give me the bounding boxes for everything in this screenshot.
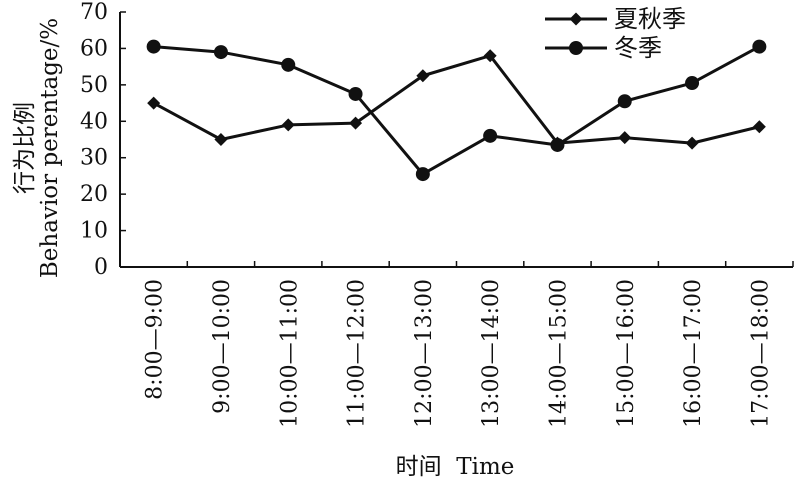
- data-point: [348, 86, 363, 101]
- y-tick-label: 50: [80, 73, 108, 98]
- x-tick-label: 14:00—15:00: [546, 279, 571, 428]
- x-tick-label: 10:00—11:00: [277, 279, 302, 428]
- legend-swatch-marker: [569, 12, 583, 26]
- x-axis-ticks: 8:00—9:00 9:00—10:00 10:00—11:00 11:00—12:0…: [143, 261, 794, 428]
- data-point: [483, 128, 498, 143]
- series-line: [152, 54, 760, 145]
- x-tick-label: 15:00—16:00: [614, 279, 639, 428]
- series-1: [147, 49, 766, 150]
- data-point: [213, 45, 228, 60]
- series-2: [146, 39, 767, 182]
- data-point: [752, 120, 766, 134]
- y-tick-label: 20: [80, 182, 108, 207]
- data-point: [483, 49, 497, 63]
- x-tick-label: 16:00—17:00: [681, 279, 706, 428]
- data-point: [617, 94, 632, 109]
- legend-item: 冬季: [545, 34, 662, 62]
- x-tick-label: 17:00—18:00: [748, 279, 773, 428]
- data-point: [214, 133, 228, 146]
- y-tick-label: 40: [80, 109, 108, 134]
- y-axis-title-en: Behavior perentage/%: [37, 18, 63, 278]
- legend-label: 冬季: [614, 34, 662, 62]
- x-tick-label: 8:00—9:00: [143, 279, 168, 400]
- legend-swatch-marker: [569, 41, 583, 55]
- y-tick-label: 10: [80, 219, 108, 244]
- x-axis-title: 时间 Time: [396, 454, 515, 480]
- x-tick-label: 13:00—14:00: [479, 279, 504, 428]
- y-axis-ticks: 0 10 20 30 40 50 60 70: [80, 0, 126, 280]
- y-axis-title-cn: 行为比例: [12, 102, 38, 194]
- y-tick-label: 30: [80, 146, 108, 171]
- y-tick-label: 0: [94, 255, 108, 280]
- y-tick-label: 60: [80, 36, 108, 61]
- data-point: [752, 39, 767, 54]
- data-point: [416, 69, 430, 83]
- x-tick-label: 9:00—10:00: [210, 279, 235, 414]
- data-point: [281, 118, 295, 132]
- data-point: [415, 167, 430, 182]
- data-point: [685, 136, 699, 150]
- x-tick-label: 11:00—12:00: [345, 279, 370, 428]
- legend-item: 夏秋季: [545, 5, 686, 33]
- data-point: [550, 137, 565, 152]
- series-line: [153, 45, 761, 176]
- data-point: [146, 39, 161, 54]
- legend-label: 夏秋季: [614, 5, 686, 33]
- data-point: [349, 116, 363, 130]
- y-tick-label: 70: [80, 0, 108, 25]
- data-point: [618, 131, 632, 145]
- data-point: [147, 96, 161, 110]
- x-tick-label: 12:00—13:00: [412, 279, 437, 428]
- series-layer: [146, 39, 767, 182]
- data-point: [685, 76, 700, 91]
- data-point: [281, 57, 296, 72]
